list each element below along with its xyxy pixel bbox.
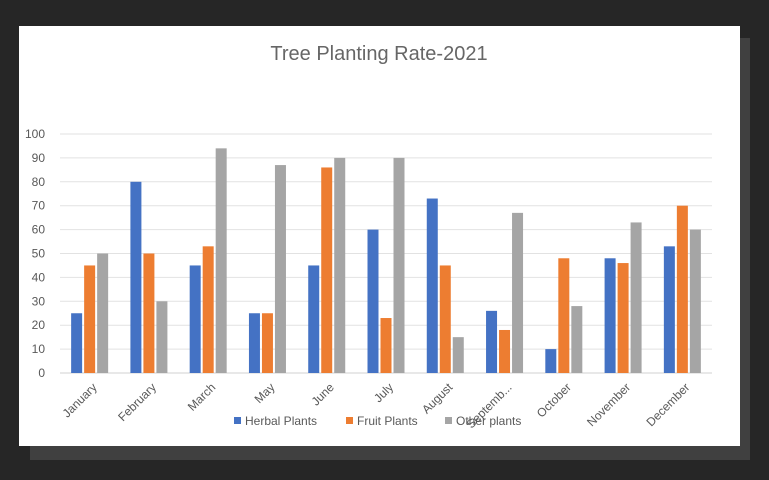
bar bbox=[499, 329, 511, 373]
y-tick-label: 30 bbox=[32, 294, 46, 308]
x-tick-label: August bbox=[419, 380, 456, 417]
legend-label: Herbal Plants bbox=[245, 414, 317, 428]
legend: Herbal Plants Fruit Plants Other plants bbox=[234, 414, 521, 428]
bar bbox=[274, 165, 286, 373]
bar bbox=[512, 212, 524, 373]
y-tick-label: 80 bbox=[32, 175, 46, 189]
bar bbox=[663, 246, 675, 373]
x-tick-label: October bbox=[534, 380, 574, 420]
x-tick-label: June bbox=[309, 380, 338, 409]
y-tick-label: 100 bbox=[25, 127, 45, 141]
x-tick-label: May bbox=[252, 380, 278, 406]
bar bbox=[248, 313, 260, 373]
bar bbox=[676, 205, 688, 373]
y-tick-label: 50 bbox=[32, 247, 46, 261]
y-tick-label: 40 bbox=[32, 270, 46, 284]
bar bbox=[367, 229, 379, 373]
bar bbox=[130, 181, 142, 373]
bar bbox=[617, 263, 629, 373]
chart-title: Tree Planting Rate-2021 bbox=[270, 43, 487, 65]
bar bbox=[321, 167, 333, 373]
bar bbox=[215, 148, 227, 373]
bar bbox=[426, 198, 438, 373]
bar bbox=[308, 265, 320, 373]
legend-label: Other plants bbox=[456, 414, 521, 428]
bar bbox=[486, 310, 498, 373]
bar bbox=[334, 157, 346, 373]
legend-label: Fruit Plants bbox=[357, 414, 418, 428]
bar bbox=[545, 349, 557, 373]
y-tick-label: 0 bbox=[38, 366, 45, 380]
y-tick-label: 20 bbox=[32, 318, 46, 332]
bar bbox=[558, 258, 570, 373]
bar bbox=[393, 157, 405, 373]
bar bbox=[439, 265, 451, 373]
bar bbox=[630, 222, 642, 373]
bar bbox=[97, 253, 109, 373]
y-tick-label: 90 bbox=[32, 151, 46, 165]
bar bbox=[71, 313, 83, 373]
x-tick-label: July bbox=[371, 380, 396, 405]
bar bbox=[202, 246, 214, 373]
bar bbox=[571, 306, 583, 373]
bar bbox=[156, 301, 168, 373]
bar bbox=[189, 265, 201, 373]
legend-swatch bbox=[346, 417, 353, 424]
x-tick-label: January bbox=[60, 380, 100, 420]
y-tick-label: 70 bbox=[32, 199, 46, 213]
x-tick-label: December bbox=[643, 380, 692, 429]
y-tick-label: 60 bbox=[32, 223, 46, 237]
y-axis: 0 10 20 30 40 50 60 70 80 90 100 bbox=[25, 127, 45, 380]
bars bbox=[71, 148, 701, 373]
bar bbox=[380, 318, 392, 373]
bar bbox=[604, 258, 616, 373]
x-tick-label: March bbox=[185, 380, 218, 413]
y-tick-label: 10 bbox=[32, 342, 46, 356]
legend-swatch bbox=[234, 417, 241, 424]
bar bbox=[143, 253, 155, 373]
bar bbox=[84, 265, 96, 373]
x-tick-label: November bbox=[584, 380, 633, 429]
bar bbox=[689, 229, 701, 373]
gridlines bbox=[60, 133, 712, 374]
bar bbox=[261, 313, 273, 373]
bar bbox=[452, 337, 464, 373]
x-tick-label: February bbox=[115, 380, 159, 424]
legend-swatch bbox=[445, 417, 452, 424]
